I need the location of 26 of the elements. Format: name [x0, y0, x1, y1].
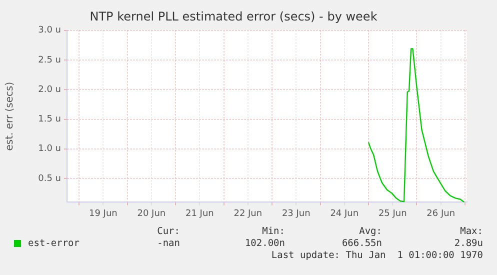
x-tick-label: 26 Jun — [426, 208, 456, 219]
x-tick-label: 20 Jun — [137, 208, 166, 219]
y-tick-label: 3.0 u — [38, 26, 61, 36]
text: Max: — [459, 226, 483, 237]
y-tick-label: 0.5 u — [38, 174, 61, 184]
y-tick-label: 2.5 u — [38, 55, 61, 66]
x-tick-label: 24 Jun — [330, 208, 359, 219]
text: 2.89u — [453, 238, 483, 249]
x-tick-label: 23 Jun — [282, 208, 310, 219]
text: Min: — [261, 226, 285, 237]
x-tick-label: 19 Jun — [88, 208, 118, 219]
text: Cur: — [156, 226, 180, 237]
y-tick-label: 2.0 u — [38, 84, 61, 95]
y-tick-label: 1.5 u — [38, 114, 61, 125]
text: Avg: — [358, 226, 382, 237]
text: 102.00n — [244, 238, 285, 249]
text: -nan — [156, 238, 180, 249]
x-tick-label: 22 Jun — [234, 208, 262, 219]
legend-label: est-error — [28, 238, 80, 249]
y-axis-title: est. err (secs) — [4, 82, 16, 151]
chart-title: NTP kernel PLL estimated error (secs) - by week — [90, 9, 378, 24]
text: Last update: Thu Jan 1 01:00:00 1970 — [271, 250, 483, 261]
text: 666.55n — [340, 238, 382, 249]
x-tick-label: 25 Jun — [378, 208, 407, 219]
x-tick-label: 21 Jun — [185, 208, 214, 219]
y-tick-label: 1.0 u — [38, 144, 61, 154]
